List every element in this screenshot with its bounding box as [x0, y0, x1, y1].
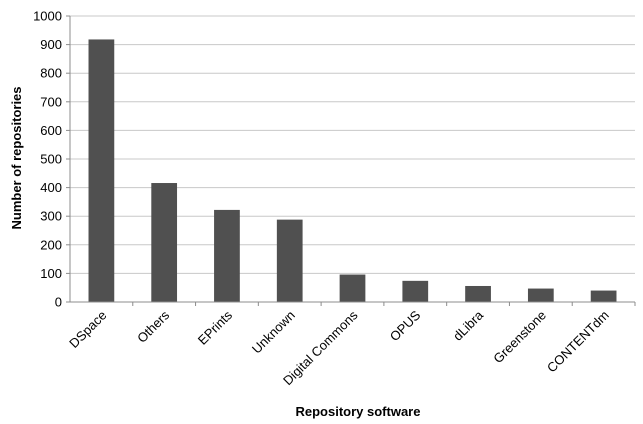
- bar: [214, 209, 240, 302]
- y-tick-labels: 0 100 200 300 400 500 600 700 800 900 1000: [33, 9, 62, 310]
- y-tick-label: 1000: [33, 9, 62, 24]
- y-tick-label: 700: [40, 94, 62, 109]
- bar: [339, 274, 366, 302]
- x-tick-label: Unknown: [249, 308, 298, 357]
- bar: [527, 288, 554, 302]
- x-tick-label: Greenstone: [490, 308, 549, 367]
- bar: [402, 280, 429, 302]
- y-tick-label: 300: [40, 209, 62, 224]
- y-tick-label: 100: [40, 266, 62, 281]
- y-tick-label: 500: [40, 152, 62, 167]
- bars: [88, 39, 617, 303]
- y-tick-label: 800: [40, 66, 62, 81]
- y-tick-label: 900: [40, 37, 62, 52]
- x-tick-label: OPUS: [387, 307, 424, 344]
- y-axis-title: Number of repositories: [9, 86, 24, 229]
- x-tick-label: CONTENTdm: [544, 308, 612, 376]
- x-axis-title: Repository software: [296, 404, 421, 419]
- y-tick-label: 200: [40, 237, 62, 252]
- y-tick-label: 400: [40, 180, 62, 195]
- bar: [590, 290, 617, 302]
- bar: [276, 219, 303, 302]
- y-tick-label: 0: [55, 295, 62, 310]
- bar: [88, 39, 115, 303]
- axes: [66, 15, 636, 306]
- y-tick-label: 600: [40, 123, 62, 138]
- x-tick-label: Others: [134, 307, 173, 346]
- bar: [465, 285, 491, 302]
- bar: [151, 183, 178, 302]
- x-tick-label: EPrints: [195, 307, 236, 348]
- x-tick-label: dLibra: [450, 307, 487, 344]
- x-tick-label: DSpace: [66, 308, 109, 351]
